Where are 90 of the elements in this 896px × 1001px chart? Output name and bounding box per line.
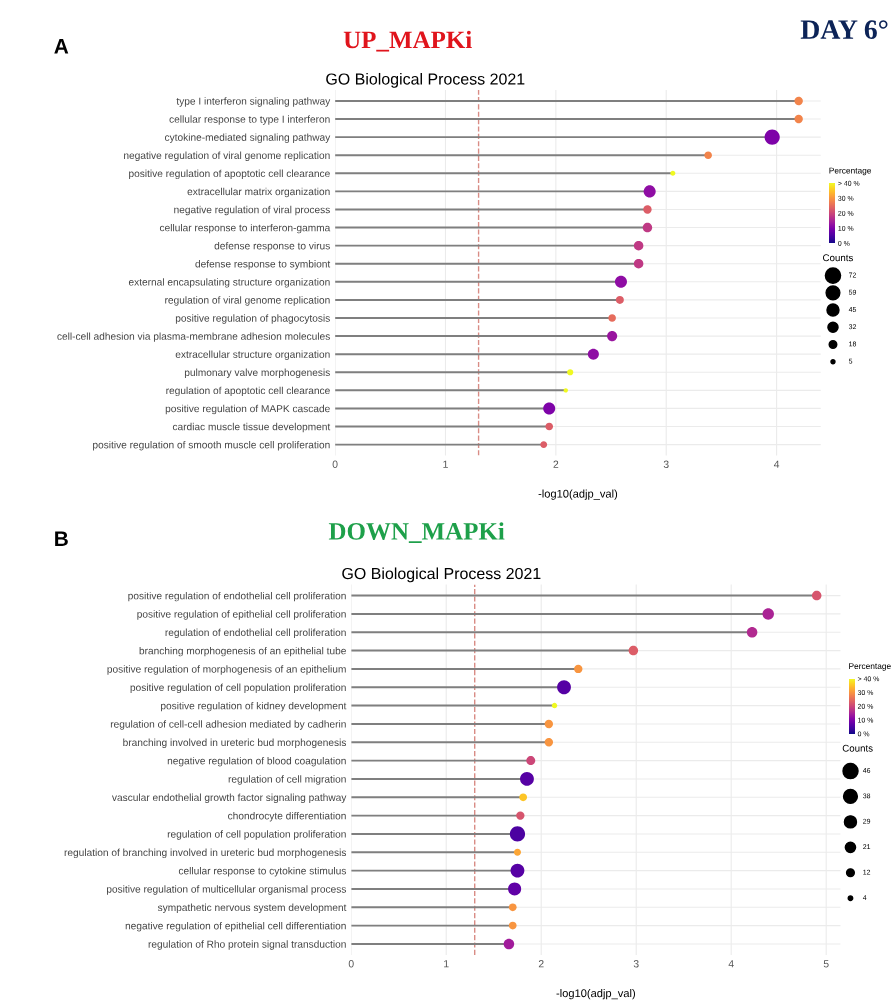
text: DAY 6°: [800, 20, 888, 39]
x-tick-label: 2: [538, 960, 544, 968]
x-axis-title: -log10(adjp_val): [556, 988, 635, 1000]
point: [643, 205, 652, 214]
point: [516, 811, 525, 820]
point: [811, 590, 822, 601]
y-tick-label: cellular response to type I interferon: [169, 115, 330, 125]
y-tick-label: positive regulation of endothelial cell proliferation: [128, 591, 346, 602]
y-tick-label: regulation of branching involved in ureteric bud morphogenesis: [64, 848, 347, 859]
legend-title: Counts: [823, 254, 853, 262]
point: [544, 738, 554, 747]
y-tick-label: positive regulation of cell population proliferation: [130, 683, 346, 694]
point: [615, 295, 624, 304]
y-tick-label: positive regulation of phagocytosis: [175, 314, 330, 324]
point: [704, 151, 712, 160]
y-tick-label: sympathetic nervous system development: [157, 903, 347, 914]
x-tick-label: 2: [553, 460, 559, 468]
text: UP_MAPKi: [343, 30, 472, 52]
y-tick-label: chondrocyte differentiation: [228, 811, 346, 822]
x-axis-title: -log10(adjp_val): [538, 489, 618, 500]
point: [762, 608, 774, 620]
text: DOWN_MAPKi: [328, 522, 505, 544]
point: [794, 114, 803, 124]
y-tick-label: external encapsulating structure organization: [128, 278, 330, 288]
x-tick-label: 5: [823, 960, 829, 968]
y-tick-label: positive regulation of apoptotic cell clearance: [129, 169, 330, 180]
color-bar-title: Percentage: [849, 663, 891, 671]
point: [587, 348, 599, 360]
y-tick-label: regulation of apoptotic cell clearance: [166, 386, 330, 397]
point: [503, 938, 515, 950]
y-tick-label: negative regulation of viral process: [174, 205, 330, 216]
color-bar-title: Percentage: [829, 167, 872, 176]
y-tick-label: cellular response to cytokine stimulus: [178, 866, 347, 877]
point: [544, 719, 554, 729]
y-tick-label: type I interferon signaling pathway: [176, 97, 331, 107]
y-tick-label: regulation of cell population proliferation: [167, 830, 346, 840]
y-tick-label: negative regulation of epithelial cell differentiation: [125, 921, 346, 932]
y-tick-label: regulation of viral genome replication: [165, 296, 330, 306]
point: [794, 96, 803, 106]
y-tick-label: positive regulation of kidney development: [161, 701, 347, 712]
y-tick-label: positive regulation of morphogenesis of an epithelium: [107, 665, 346, 675]
x-tick-label: 0: [348, 960, 354, 968]
point: [633, 258, 644, 269]
y-tick-label: negative regulation of viral genome replication: [124, 151, 330, 161]
chart-title: GO Biological Process 2021: [326, 72, 525, 88]
y-tick-label: branching involved in ureteric bud morphogenesis: [123, 738, 347, 749]
y-tick-label: negative regulation of blood coagulation: [167, 756, 346, 767]
point: [628, 645, 639, 656]
point: [608, 314, 616, 322]
y-tick-label: regulation of cell-cell adhesion mediated by cadherin: [110, 720, 346, 730]
y-tick-label: positive regulation of epithelial cell proliferation: [137, 610, 346, 620]
x-tick-label: 3: [633, 960, 639, 968]
y-tick-label: defense response to symbiont: [195, 260, 331, 270]
x-tick-label: 1: [443, 460, 448, 468]
y-tick-label: regulation of Rho protein signal transduction: [148, 940, 346, 950]
point: [642, 222, 653, 233]
point: [574, 664, 583, 674]
y-tick-label: branching morphogenesis of an epithelial tube: [139, 646, 346, 657]
x-tick-label: 0: [332, 460, 338, 468]
chart-title: GO Biological Process 2021: [342, 567, 541, 583]
point: [508, 921, 517, 930]
point: [545, 422, 554, 431]
point: [519, 793, 528, 802]
y-tick-label: defense response to virus: [214, 241, 330, 252]
y-tick-label: cell-cell adhesion via plasma-membrane adhesion molecules: [57, 332, 330, 342]
y-tick-label: positive regulation of MAPK cascade: [165, 404, 330, 415]
x-tick-label: 1: [444, 960, 449, 968]
point: [508, 903, 517, 912]
point: [526, 756, 536, 766]
x-tick-label: 4: [773, 460, 780, 468]
y-tick-label: cellular response to interferon-gamma: [159, 223, 331, 234]
y-tick-label: vascular endothelial growth factor signaling pathway: [111, 793, 347, 804]
point: [540, 441, 548, 449]
y-tick-label: cardiac muscle tissue development: [172, 422, 331, 433]
y-tick-label: pulmonary valve morphogenesis: [184, 368, 330, 379]
y-tick-label: extracellular matrix organization: [187, 187, 330, 198]
y-tick-label: cytokine-mediated signaling pathway: [164, 133, 331, 143]
point: [633, 240, 644, 251]
y-tick-label: extracellular structure organization: [175, 350, 330, 360]
y-tick-label: positive regulation of smooth muscle cell proliferation: [93, 440, 330, 451]
point: [607, 331, 618, 342]
text: B: [55, 531, 68, 546]
y-tick-label: regulation of cell migration: [228, 775, 346, 785]
point: [746, 626, 758, 638]
x-tick-label: 4: [728, 960, 734, 968]
legend-title: Counts: [842, 744, 873, 752]
y-tick-label: regulation of endothelial cell proliferation: [165, 628, 346, 639]
text: A: [54, 39, 69, 54]
x-tick-label: 3: [663, 460, 669, 468]
y-tick-label: positive regulation of multicellular organismal process: [106, 885, 347, 895]
